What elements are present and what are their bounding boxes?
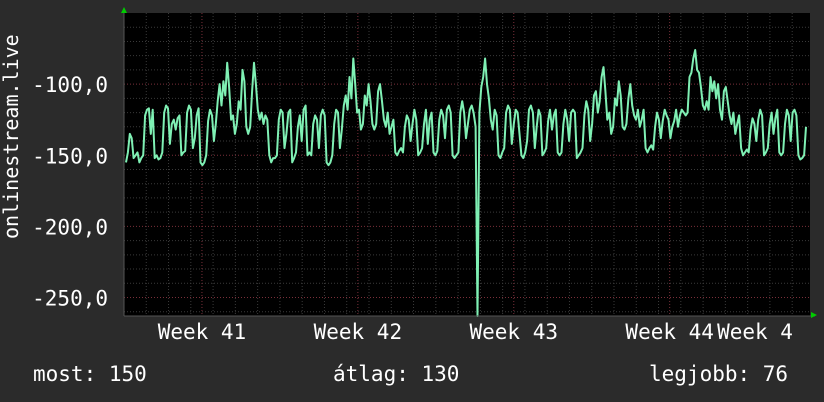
minor-grid <box>123 13 810 316</box>
y-axis-ticks: -100,0 -150,0 -200,0 -250,0 <box>32 73 108 310</box>
y-tick-label: -150,0 <box>32 144 108 168</box>
y-tick-label: -100,0 <box>32 73 108 97</box>
x-axis-ticks: Week 41 Week 42 Week 43 Week 44 Week 4 <box>158 320 793 344</box>
x-tick-label: Week 42 <box>314 320 403 344</box>
y-axis-arrow-icon <box>121 7 127 13</box>
x-tick-label: Week 44 <box>625 320 714 344</box>
stat-average: átlag: 130 <box>333 362 460 386</box>
y-tick-label: -200,0 <box>32 215 108 239</box>
x-axis-arrow-icon <box>811 312 817 318</box>
stat-best: legjobb: 76 <box>649 362 789 386</box>
stat-current: most: 150 <box>33 362 147 386</box>
y-tick-label: -250,0 <box>32 287 108 311</box>
x-tick-label: Week 43 <box>470 320 559 344</box>
x-tick-label: Week 41 <box>158 320 247 344</box>
line-chart: -100,0-150,0-200,0-250,0 Week 41 Week 42 W… <box>32 7 817 344</box>
series-line <box>125 49 807 317</box>
x-tick-label: Week 4 <box>717 320 793 344</box>
plot-area <box>124 13 810 316</box>
major-grid <box>124 13 810 316</box>
